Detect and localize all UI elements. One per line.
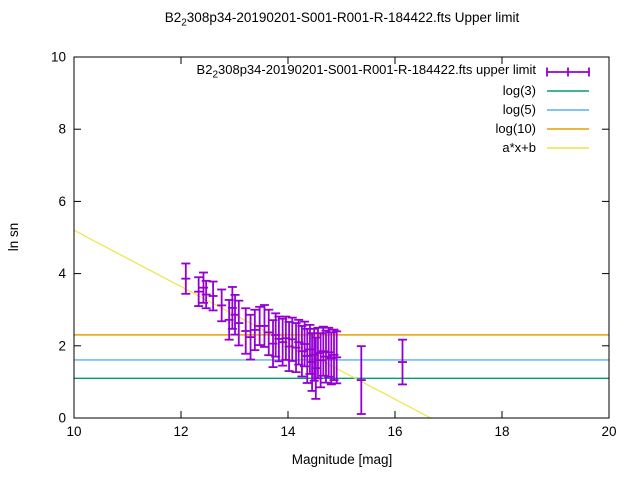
- legend-label-series: B22308p34-20190201-S001-R001-R-184422.ft…: [197, 62, 536, 81]
- svg-text:16: 16: [387, 424, 402, 439]
- legend-sample-errorbar-icon: [546, 67, 590, 76]
- svg-text:4: 4: [58, 266, 66, 281]
- svg-text:0: 0: [58, 411, 66, 426]
- svg-text:10: 10: [66, 424, 81, 439]
- legend-sample-log10-line-icon: [547, 127, 589, 130]
- svg-text:8: 8: [58, 122, 66, 137]
- chart-title-prefix: B2: [164, 10, 182, 25]
- legend-label-log3: log(3): [502, 83, 536, 98]
- svg-text:2: 2: [58, 338, 66, 353]
- legend-row-log10: log(10): [197, 119, 591, 138]
- legend: B22308p34-20190201-S001-R001-R-184422.ft…: [197, 62, 591, 157]
- svg-text:12: 12: [173, 424, 188, 439]
- chart-title-subscript: 2: [181, 17, 187, 29]
- x-axis-label: Magnitude [mag]: [291, 452, 393, 467]
- legend-sample-log5-line-icon: [547, 108, 589, 111]
- svg-text:20: 20: [601, 424, 616, 439]
- y-axis-label: ln sn: [6, 222, 21, 252]
- svg-text:14: 14: [280, 424, 296, 439]
- chart-title-rest: 308p34-20190201-S001-R001-R-184422.fts U…: [186, 10, 520, 25]
- legend-label-fit: a*x+b: [502, 140, 536, 155]
- chart-title: B22308p34-20190201-S001-R001-R-184422.ft…: [0, 10, 640, 29]
- legend-row-fit: a*x+b: [197, 138, 591, 157]
- legend-sample-fit-line-icon: [547, 146, 589, 149]
- svg-text:10: 10: [51, 50, 66, 65]
- legend-series-rest: 308p34-20190201-S001-R001-R-184422.fts u…: [218, 62, 536, 78]
- legend-row-series: B22308p34-20190201-S001-R001-R-184422.ft…: [197, 62, 591, 81]
- legend-series-prefix: B2: [196, 62, 213, 78]
- legend-sample-log3-line-icon: [547, 89, 589, 92]
- svg-text:18: 18: [494, 424, 509, 439]
- legend-label-log5: log(5): [502, 102, 536, 117]
- svg-text:6: 6: [58, 194, 66, 209]
- legend-series-subscript: 2: [212, 69, 218, 81]
- legend-row-log5: log(5): [197, 100, 591, 119]
- legend-label-log10: log(10): [495, 121, 536, 136]
- legend-row-log3: log(3): [197, 81, 591, 100]
